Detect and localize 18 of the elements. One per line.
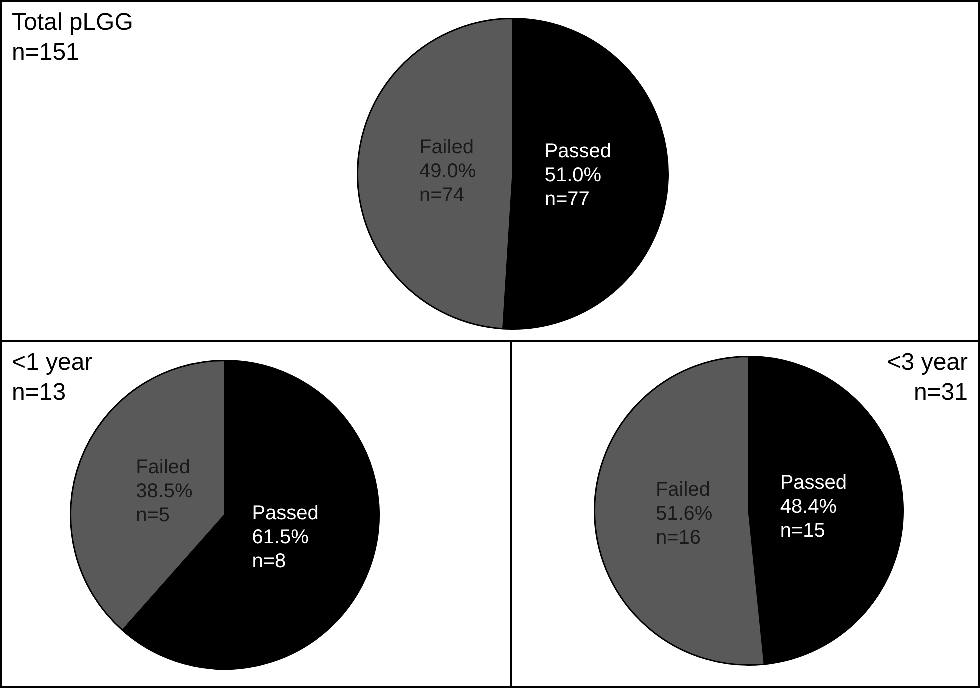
- slice-label: Passed: [780, 472, 848, 494]
- chart-title: <1 year: [12, 348, 93, 378]
- chart-title: <3 year: [887, 348, 968, 378]
- slice-label: Passed: [544, 140, 612, 163]
- data-label: 51.6% n=16: [656, 502, 713, 549]
- data-label: 49.0% n=74: [419, 160, 476, 206]
- slice-label: Failed: [656, 478, 710, 501]
- data-label: 48.4% n=15: [780, 496, 838, 542]
- slice-label: Failed: [419, 136, 474, 158]
- slice-label: Failed: [136, 456, 191, 479]
- text: n=13: [12, 378, 68, 408]
- data-label: 61.5% n=8: [252, 526, 310, 572]
- slice-label: Passed: [252, 502, 319, 524]
- data-label: 51.0% n=77: [544, 164, 602, 211]
- text: Total pLGG: [12, 8, 134, 38]
- text: n=31: [912, 378, 968, 408]
- data-label: 38.5% n=5: [136, 480, 193, 527]
- text: n=151: [12, 38, 80, 68]
